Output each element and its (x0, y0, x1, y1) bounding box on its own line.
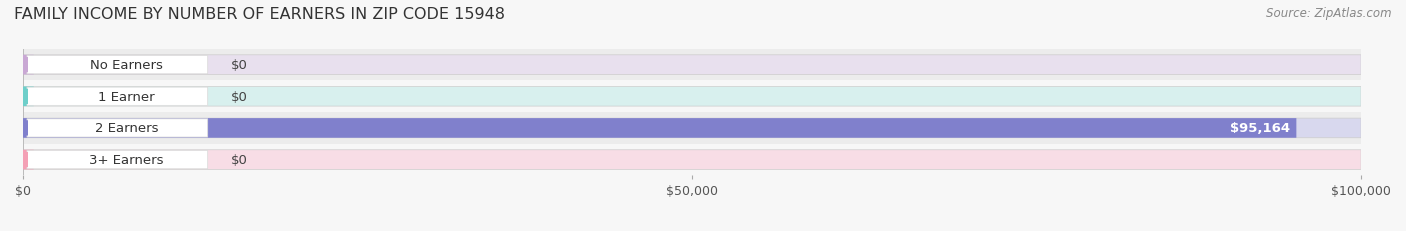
Text: $95,164: $95,164 (1229, 122, 1289, 135)
FancyBboxPatch shape (27, 151, 208, 169)
Text: Source: ZipAtlas.com: Source: ZipAtlas.com (1267, 7, 1392, 20)
FancyBboxPatch shape (27, 88, 208, 106)
FancyBboxPatch shape (22, 56, 34, 75)
Text: $0: $0 (231, 153, 247, 166)
Text: $0: $0 (231, 90, 247, 103)
Text: 2 Earners: 2 Earners (94, 122, 157, 135)
Text: No Earners: No Earners (90, 59, 163, 72)
FancyBboxPatch shape (27, 119, 208, 137)
Bar (22, 81, 1361, 113)
Bar (22, 113, 1361, 144)
Text: 3+ Earners: 3+ Earners (89, 153, 163, 166)
FancyBboxPatch shape (22, 56, 1361, 75)
FancyBboxPatch shape (22, 87, 1361, 107)
Text: 1 Earner: 1 Earner (98, 90, 155, 103)
FancyBboxPatch shape (22, 119, 1296, 138)
FancyBboxPatch shape (22, 150, 34, 170)
FancyBboxPatch shape (22, 150, 1361, 170)
FancyBboxPatch shape (27, 56, 208, 74)
FancyBboxPatch shape (22, 87, 34, 107)
Bar (22, 50, 1361, 81)
Text: FAMILY INCOME BY NUMBER OF EARNERS IN ZIP CODE 15948: FAMILY INCOME BY NUMBER OF EARNERS IN ZI… (14, 7, 505, 22)
Bar (22, 144, 1361, 176)
Text: $0: $0 (231, 59, 247, 72)
FancyBboxPatch shape (22, 119, 1361, 138)
